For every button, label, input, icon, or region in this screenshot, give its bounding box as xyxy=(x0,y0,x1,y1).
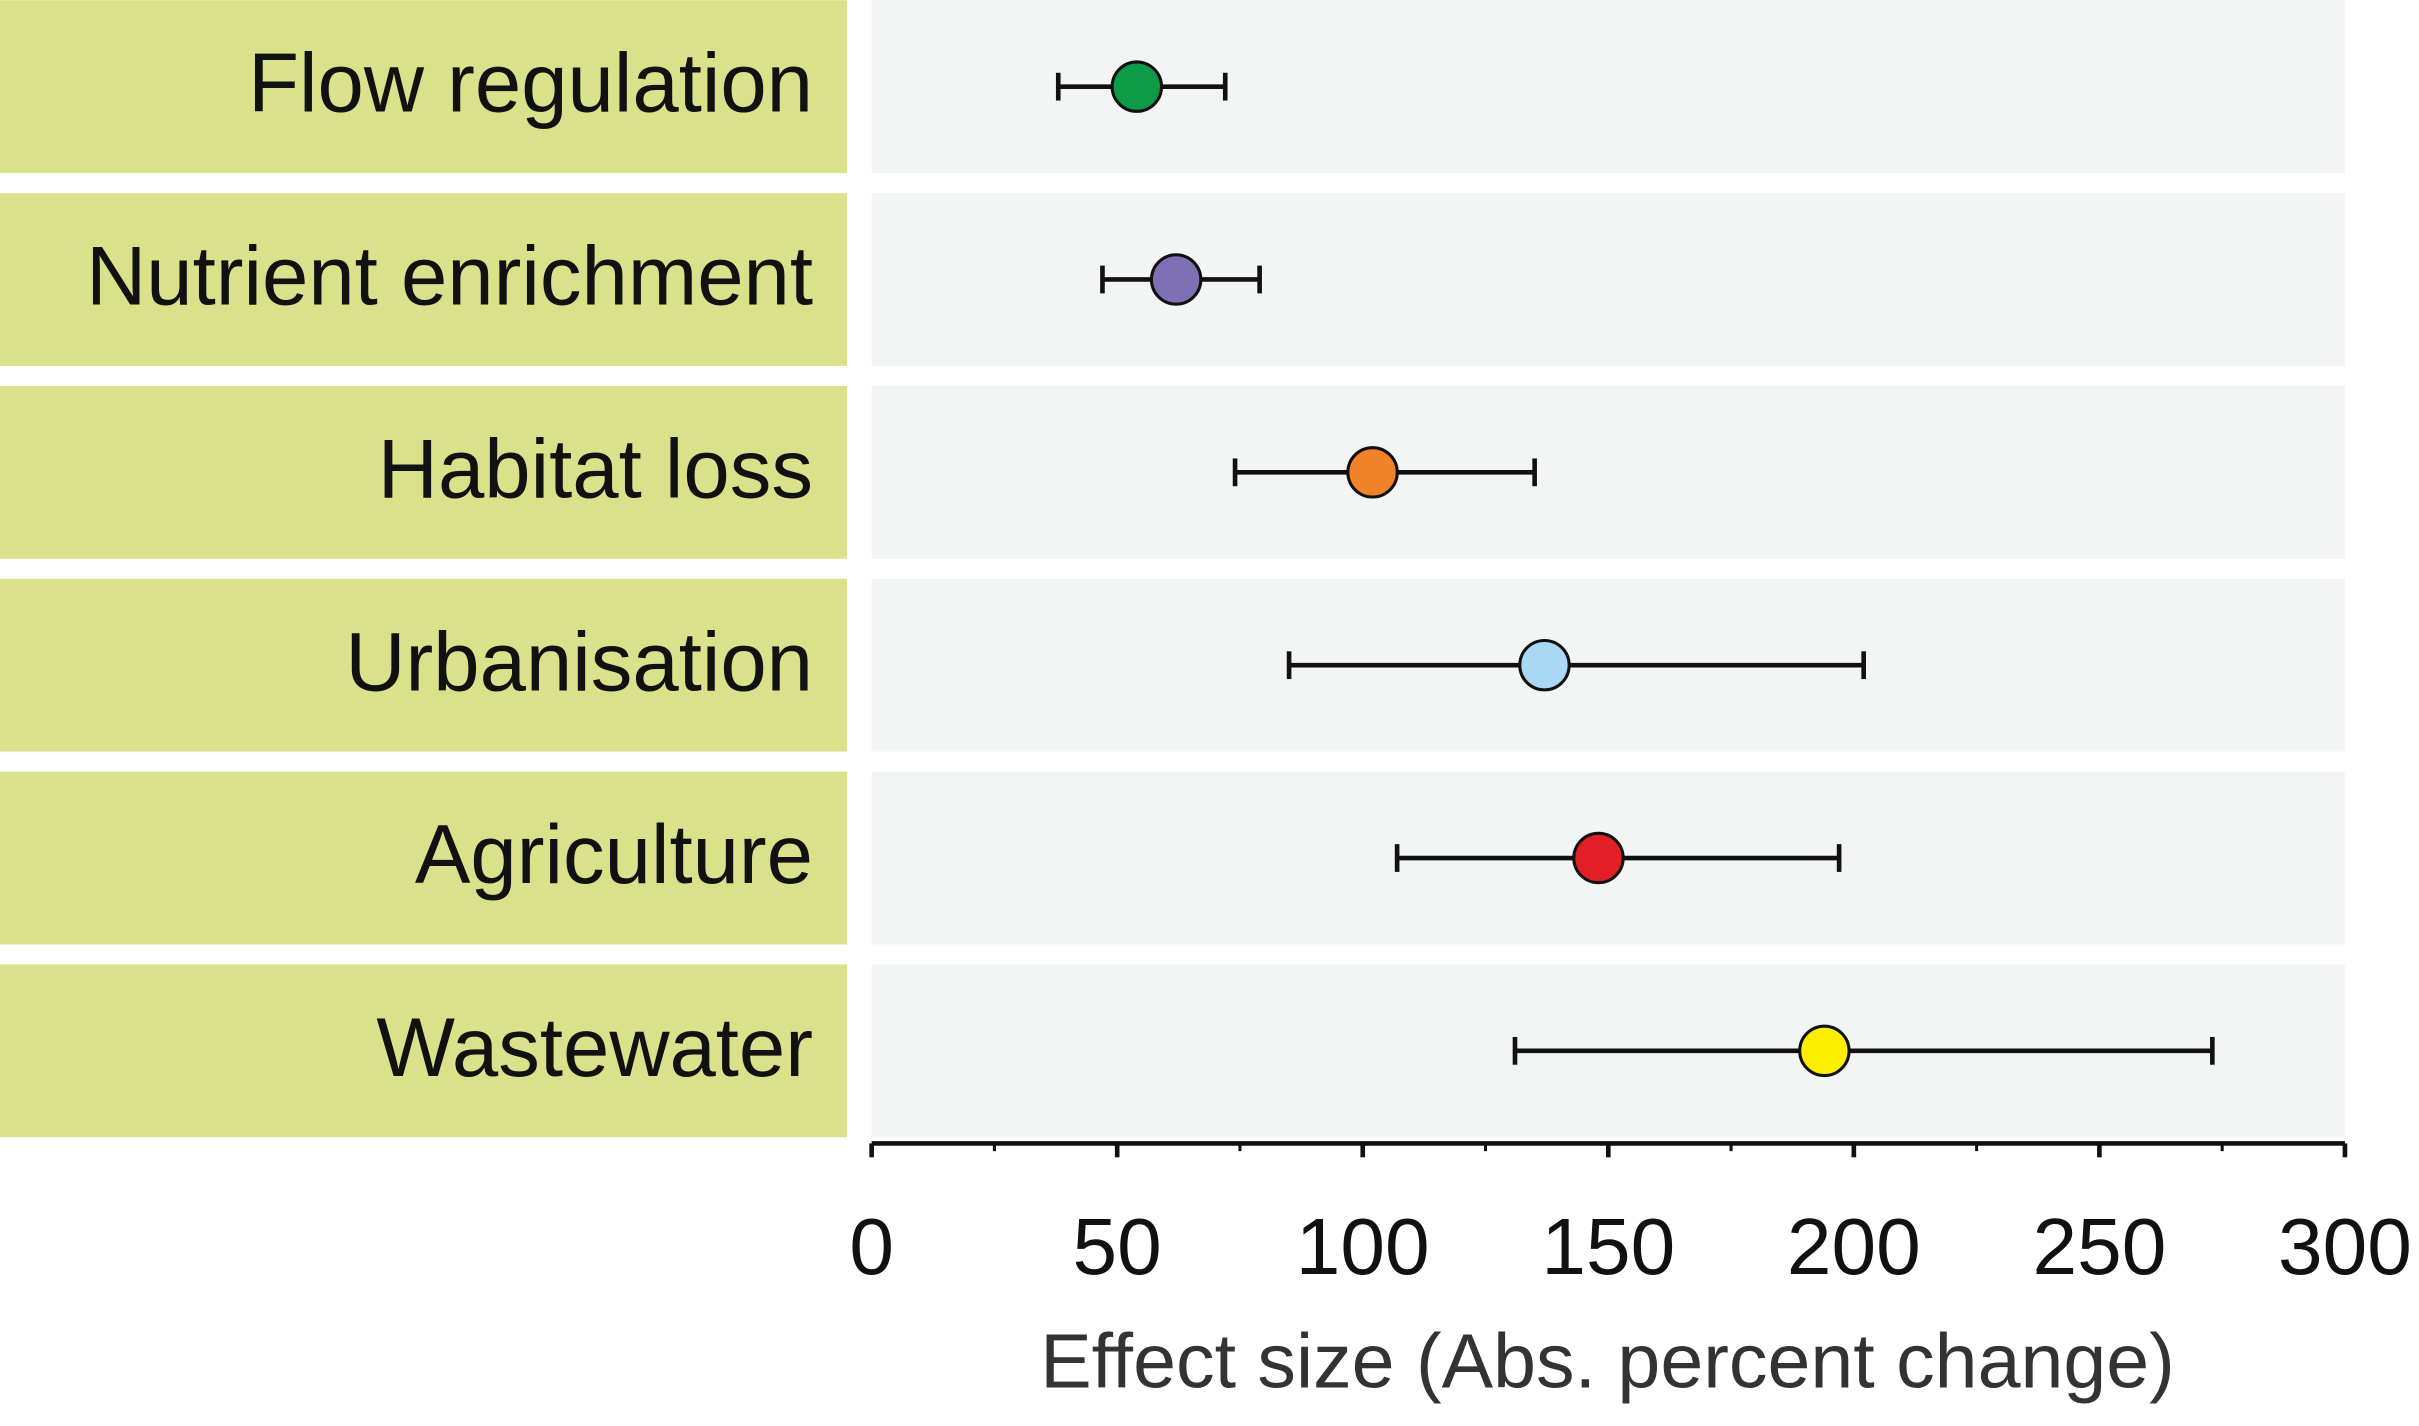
x-tick-label: 100 xyxy=(1296,1201,1430,1291)
category-label: Agriculture xyxy=(415,808,813,901)
label-panel xyxy=(0,578,847,752)
category-label: Nutrient enrichment xyxy=(86,230,813,323)
x-tick-label: 300 xyxy=(2278,1201,2412,1291)
x-axis-title: Effect size (Abs. percent change) xyxy=(1040,1318,2175,1404)
x-tick-label: 50 xyxy=(1073,1201,1162,1291)
category-label: Habitat loss xyxy=(378,422,813,515)
x-tick-label: 200 xyxy=(1787,1201,1921,1291)
plot-panel xyxy=(871,385,2345,559)
label-panel xyxy=(0,0,847,174)
label-panel xyxy=(0,964,847,1138)
label-panel xyxy=(0,385,847,559)
point xyxy=(1149,253,1203,306)
point xyxy=(1346,446,1399,499)
point xyxy=(1572,831,1625,885)
category-label: Wastewater xyxy=(376,1001,813,1094)
x-tick-label: 0 xyxy=(849,1201,894,1291)
x-tick-label: 150 xyxy=(1541,1201,1675,1291)
point xyxy=(1110,60,1164,113)
point xyxy=(1518,638,1571,692)
category-label: Urbanisation xyxy=(345,615,813,708)
label-panel xyxy=(0,771,847,945)
x-tick-label: 250 xyxy=(2032,1201,2166,1291)
point xyxy=(1798,1024,1851,1078)
plot-panel xyxy=(871,193,2345,366)
label-panel xyxy=(0,193,847,366)
category-label: Flow regulation xyxy=(248,37,813,130)
